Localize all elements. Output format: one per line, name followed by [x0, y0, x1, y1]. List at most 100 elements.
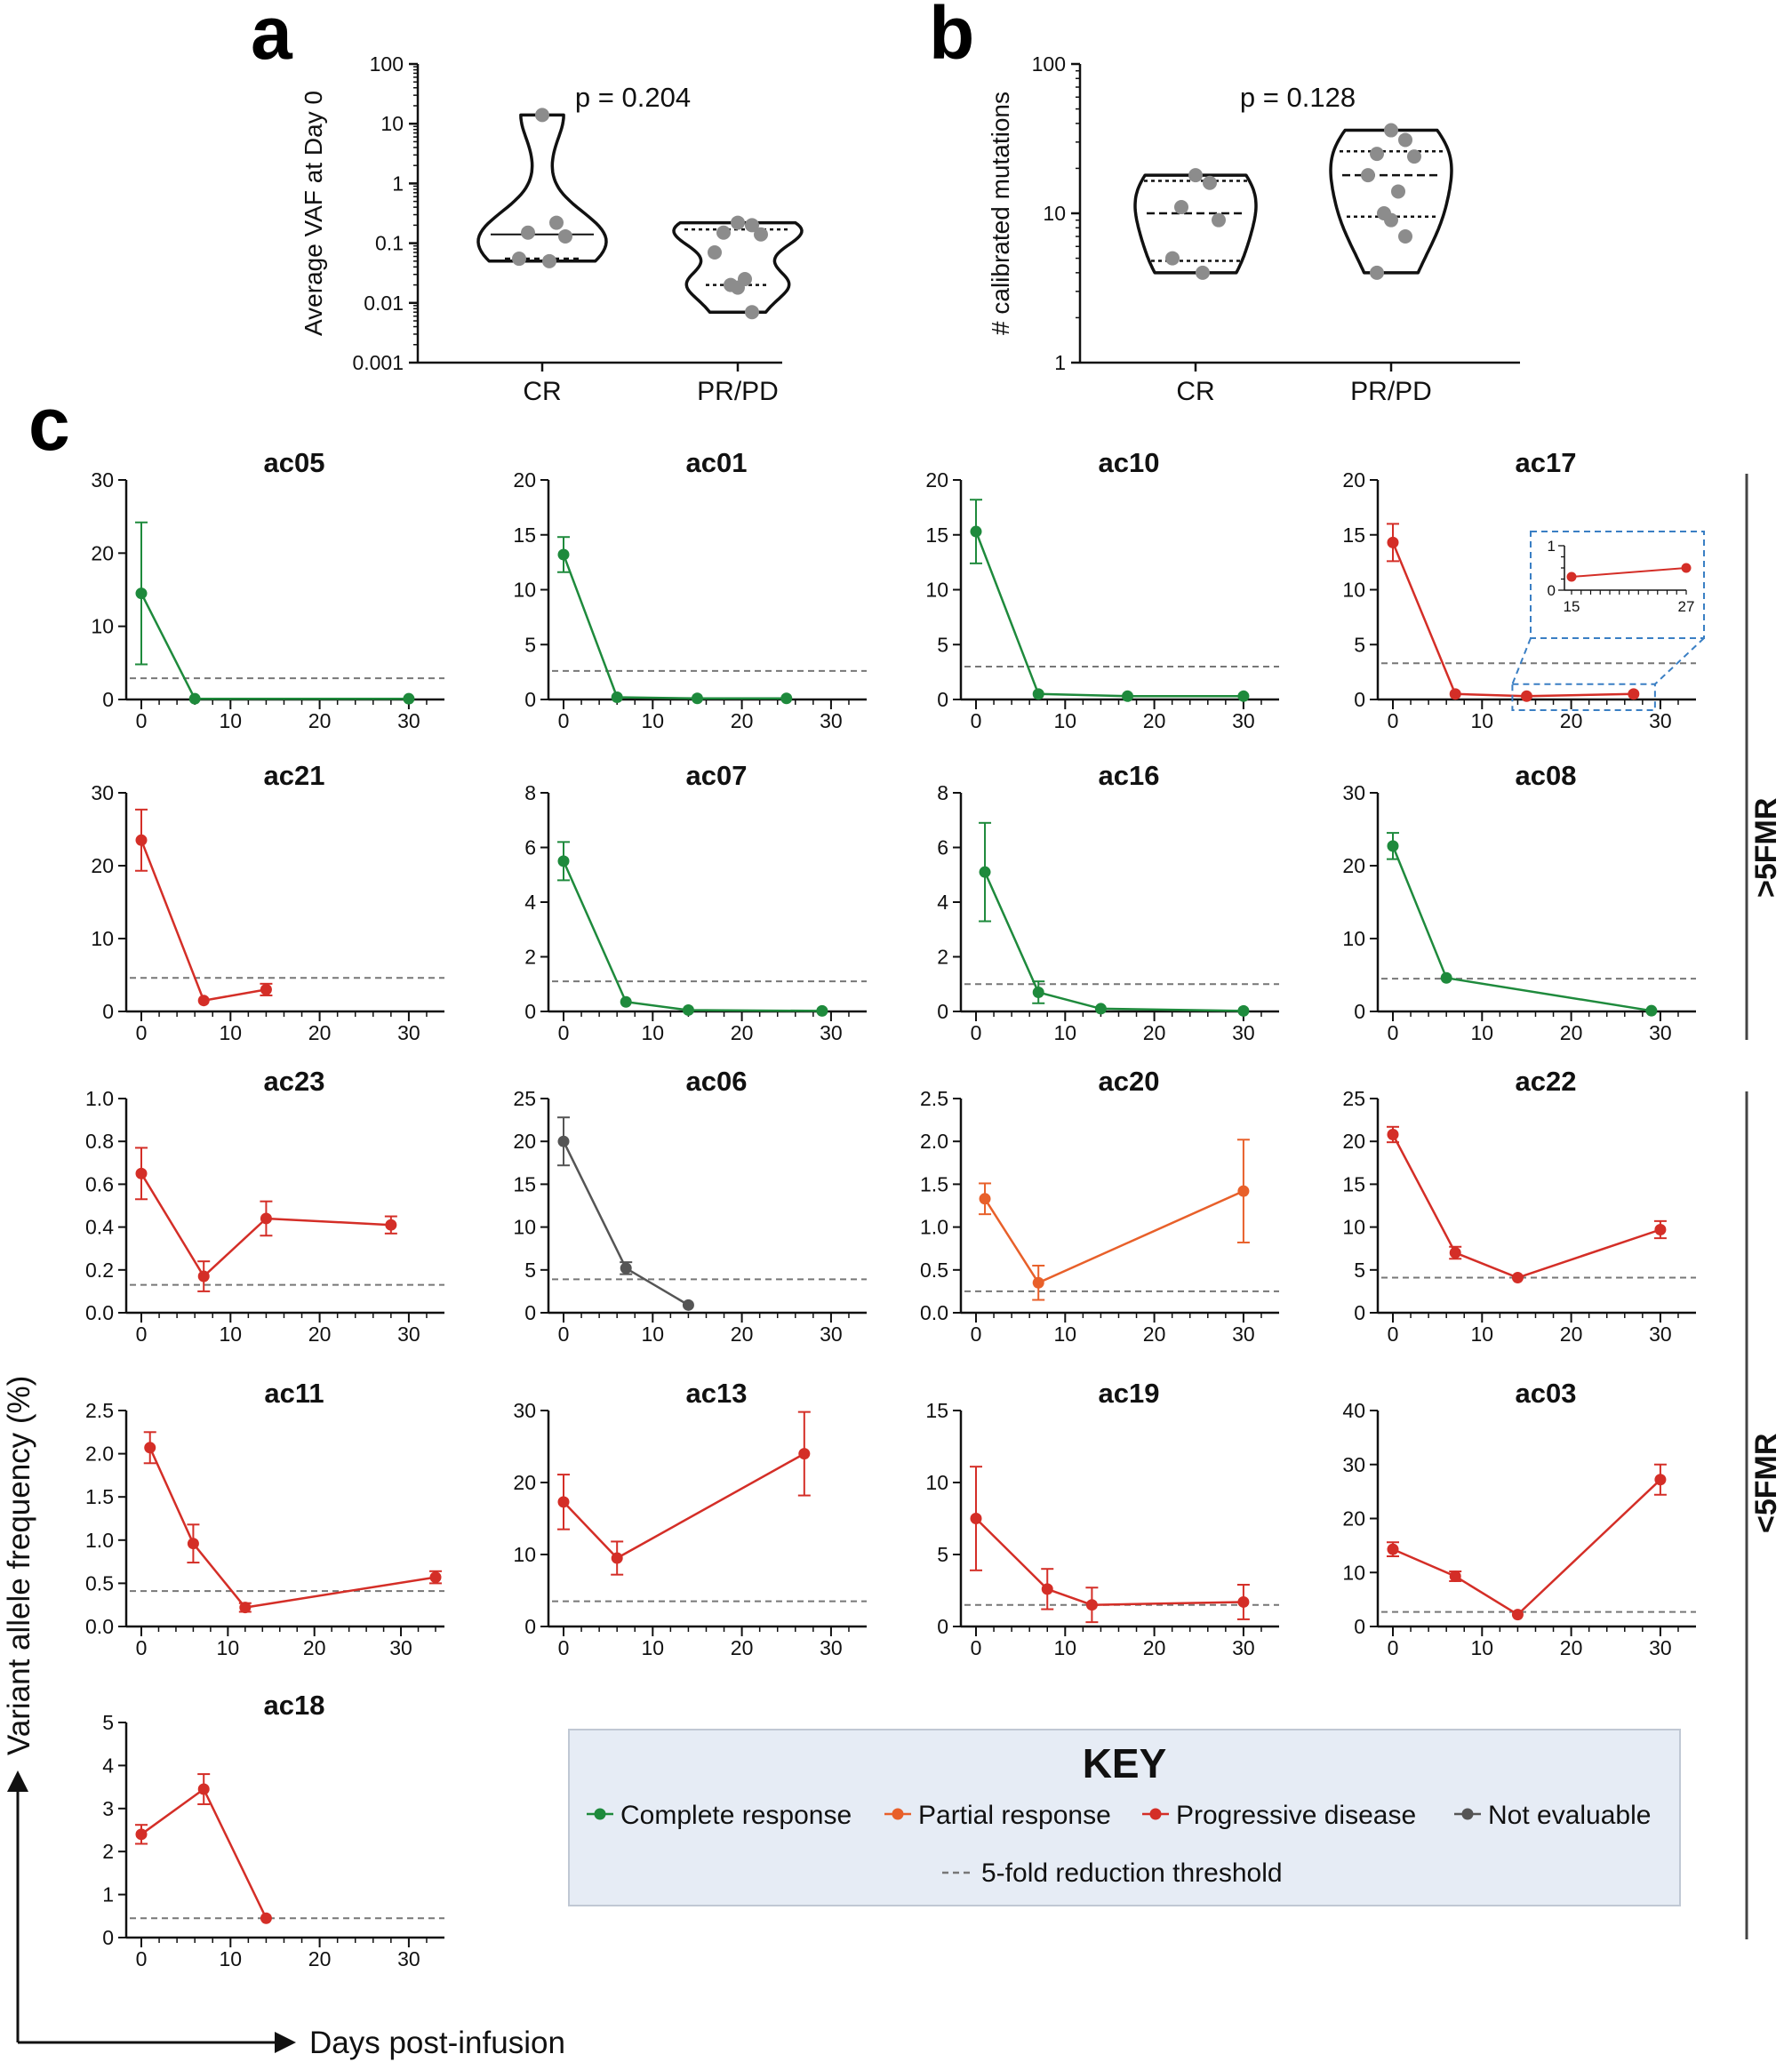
x-tick-label: 0 — [558, 709, 570, 732]
x-tick-label: 20 — [731, 1021, 754, 1044]
data-point — [197, 995, 210, 1007]
legend-label-partial: Partial response — [918, 1801, 1111, 1830]
violin-CR — [1133, 173, 1258, 275]
y-tick-label: 100 — [370, 52, 404, 76]
x-tick-label: 20 — [308, 1021, 332, 1044]
y-tick-label: 10 — [91, 927, 114, 950]
panel-title-ac06: ac06 — [686, 1066, 748, 1097]
y-tick-label: 5 — [524, 1259, 536, 1282]
legend-label-complete: Complete response — [620, 1801, 852, 1830]
y-tick-label: 5 — [937, 633, 948, 656]
data-point — [1188, 168, 1203, 183]
chart-panel-ac07: ac07 0 2 4 6 8 0 10 20 30 — [524, 760, 867, 1044]
legend-label-progressive: Progressive disease — [1176, 1801, 1416, 1830]
data-point — [798, 1448, 811, 1460]
inset-box — [1530, 531, 1705, 639]
legend-marker-partial — [892, 1808, 904, 1820]
y-tick-label: 0 — [102, 1000, 114, 1023]
x-tick-label: 30 — [1232, 709, 1255, 732]
data-point — [1237, 1185, 1250, 1197]
series-line-ac07 — [562, 860, 822, 1012]
x-tick-label: 30 — [820, 1323, 843, 1346]
x-tick-label: 20 — [1560, 1323, 1583, 1346]
x-tick-label: 30 — [397, 1323, 420, 1346]
y-tick-label: 20 — [1342, 468, 1365, 492]
y-tick-label: 0 — [937, 688, 948, 711]
data-point — [708, 245, 722, 260]
y-tick-label: 0.0 — [85, 1615, 114, 1638]
x-tick-label: 10 — [1054, 1021, 1077, 1044]
x-tick-label: 0 — [971, 1636, 982, 1659]
y-tick-label: 40 — [1342, 1399, 1365, 1422]
y-tick-label: 0 — [937, 1000, 948, 1023]
y-tick-label: 30 — [513, 1399, 536, 1422]
y-tick-label: 15 — [513, 523, 536, 547]
x-tick-label: 0 — [971, 1021, 982, 1044]
chart-panel-ac16: ac16 0 2 4 6 8 0 10 20 30 — [937, 760, 1279, 1044]
data-point — [1174, 200, 1188, 215]
data-point — [731, 215, 745, 230]
y-tick-label: 15 — [925, 523, 948, 547]
x-tick-label: 30 — [820, 1021, 843, 1044]
inset-ac17: 1 0 15 27 — [1511, 531, 1705, 712]
violin-panel-a: 0.001 0.01 0.1 1 10 100 Average VAF at Day 0 p … — [300, 52, 804, 406]
y-tick-label: 15 — [1342, 523, 1365, 547]
y-tick-label: 0.2 — [85, 1259, 114, 1282]
data-point — [1237, 1004, 1250, 1017]
y-tick-label: 10 — [925, 579, 948, 602]
x-tick-label: 30 — [820, 1636, 843, 1659]
data-point — [1387, 1128, 1399, 1140]
y-tick-label: 1.0 — [920, 1216, 948, 1239]
y-tick-label: 2.5 — [85, 1399, 114, 1422]
violin-PR/PD — [1329, 128, 1453, 275]
series-line-ac23 — [140, 1172, 391, 1278]
x-tick-label: 10 — [642, 1323, 665, 1346]
global-axes: Variant allele frequency (%) Days post-i… — [2, 1376, 565, 2060]
x-tick-label: 0 — [136, 709, 148, 732]
y-tick-label: 2 — [102, 1840, 114, 1863]
data-point — [135, 1828, 148, 1841]
chart-panel-ac08: ac08 0 10 20 30 0 10 20 30 — [1342, 760, 1696, 1044]
x-tick-label: 30 — [1649, 1323, 1672, 1346]
y-axis-label-a: Average VAF at Day 0 — [300, 91, 327, 336]
y-tick-label: 20 — [91, 854, 114, 877]
y-tick-label: 10 — [1342, 927, 1365, 950]
x-tick-label: 10 — [1471, 709, 1494, 732]
x-tick-label: 20 — [731, 709, 754, 732]
y-tick-label: 10 — [925, 1471, 948, 1494]
data-point — [682, 1299, 694, 1311]
y-tick-label: 4 — [102, 1754, 114, 1777]
y-tick-label: 20 — [513, 468, 536, 492]
x-axis-label: Days post-infusion — [309, 2026, 565, 2060]
y-tick-label: 15 — [925, 1399, 948, 1422]
series-line-ac19 — [975, 1517, 1244, 1606]
y-tick-label: 0 — [1354, 1301, 1365, 1324]
chart-panel-ac21: ac21 0 10 20 30 0 10 20 30 — [91, 760, 444, 1044]
category-label: PR/PD — [1350, 377, 1432, 406]
data-point — [1032, 1276, 1044, 1289]
y-tick-label: 15 — [1342, 1172, 1365, 1195]
y-tick-label: 10 — [513, 1216, 536, 1239]
series-line-ac16 — [983, 871, 1244, 1012]
data-point — [1370, 147, 1384, 162]
data-point — [557, 548, 570, 561]
data-point — [979, 866, 991, 878]
data-point — [260, 1212, 272, 1225]
y-tick-label: 20 — [513, 1471, 536, 1494]
x-tick-label: 0 — [558, 1323, 570, 1346]
y-tick-label: 0 — [937, 1615, 948, 1638]
data-point — [187, 1538, 199, 1550]
x-tick-label: 20 — [303, 1636, 326, 1659]
x-tick-label: 0 — [558, 1636, 570, 1659]
data-point — [979, 1193, 991, 1205]
violin-CR — [476, 113, 608, 263]
panel-title-ac08: ac08 — [1516, 760, 1577, 791]
y-tick-label: 0 — [524, 688, 536, 711]
x-tick-label: 0 — [971, 1323, 982, 1346]
x-tick-label: 20 — [1560, 709, 1583, 732]
data-point — [239, 1602, 252, 1614]
data-point — [1085, 1599, 1098, 1611]
data-point — [745, 218, 759, 233]
